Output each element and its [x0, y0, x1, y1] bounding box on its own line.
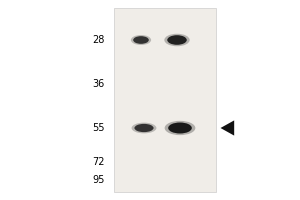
Bar: [114, 8, 216, 192]
Ellipse shape: [133, 36, 149, 44]
Ellipse shape: [132, 123, 156, 133]
Text: 72: 72: [92, 157, 105, 167]
Text: 55: 55: [92, 123, 105, 133]
Ellipse shape: [164, 34, 190, 46]
Ellipse shape: [168, 122, 192, 134]
Polygon shape: [220, 120, 234, 136]
Text: 95: 95: [93, 175, 105, 185]
Text: 28: 28: [93, 35, 105, 45]
Ellipse shape: [131, 35, 151, 45]
Ellipse shape: [167, 35, 187, 45]
Ellipse shape: [165, 121, 195, 135]
Text: 36: 36: [93, 79, 105, 89]
Ellipse shape: [134, 124, 154, 132]
